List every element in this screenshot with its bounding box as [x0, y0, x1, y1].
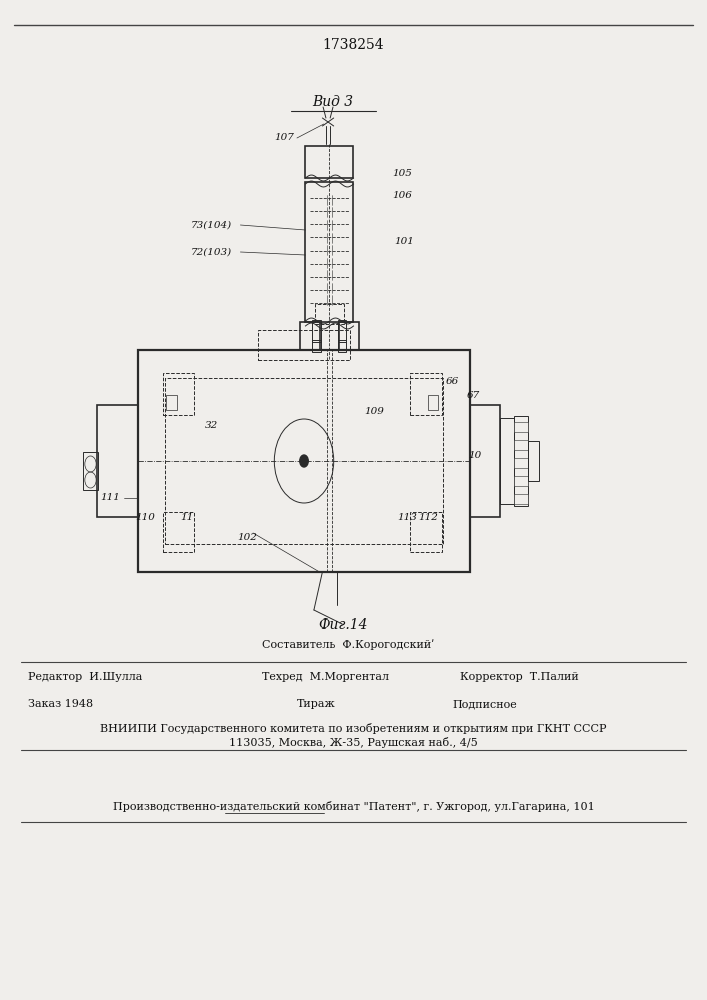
Text: Составитель  Ф.Корогодскийʹ: Составитель Ф.Корогодскийʹ	[262, 640, 434, 650]
Bar	[500, 418, 514, 504]
Text: 73(104): 73(104)	[191, 221, 232, 230]
Text: 102: 102	[238, 534, 257, 542]
Text: 106: 106	[392, 192, 412, 200]
Bar	[514, 494, 528, 504]
Text: 66: 66	[445, 377, 459, 386]
Text: Техред  М.Моргентал: Техред М.Моргентал	[262, 672, 389, 682]
Text: 107: 107	[274, 133, 294, 142]
Bar	[97, 405, 138, 517]
Text: Тираж: Тираж	[297, 699, 336, 709]
Text: 1738254: 1738254	[322, 38, 385, 52]
Text: 112: 112	[418, 514, 438, 522]
Bar	[339, 322, 359, 350]
Text: Редактор  И.Шулла: Редактор И.Шулла	[28, 672, 143, 682]
Bar	[528, 441, 539, 481]
Text: ВНИИПИ Государственного комитета по изобретениям и открытиям при ГКНТ СССР: ВНИИПИ Государственного комитета по изоб…	[100, 722, 607, 734]
Bar	[470, 405, 500, 517]
Bar	[305, 182, 354, 322]
Bar	[514, 440, 528, 450]
Bar	[165, 378, 443, 544]
Text: Производственно-издательский комбинат "Патент", г. Ужгород, ул.Гагарина, 101: Производственно-издательский комбинат "П…	[112, 800, 595, 812]
Text: Вид 3: Вид 3	[312, 95, 353, 109]
Bar	[338, 340, 346, 352]
Text: 113: 113	[397, 514, 417, 522]
Bar	[428, 395, 438, 410]
Text: Фиг.14: Фиг.14	[318, 618, 368, 632]
Bar	[514, 476, 528, 486]
Circle shape	[300, 455, 308, 467]
Text: 72(103): 72(103)	[191, 247, 232, 256]
Text: Корректор  Т.Палий: Корректор Т.Палий	[460, 672, 578, 682]
Bar	[410, 512, 442, 552]
Text: 101: 101	[395, 237, 414, 246]
Text: 32: 32	[205, 422, 218, 430]
Text: 105: 105	[392, 168, 412, 178]
Text: Заказ 1948: Заказ 1948	[28, 699, 93, 709]
Text: 67: 67	[467, 391, 480, 400]
Bar	[514, 422, 528, 432]
Text: 11: 11	[180, 514, 194, 522]
Bar	[258, 330, 350, 360]
Bar	[138, 350, 470, 572]
Text: 113035, Москва, Ж-35, Раушская наб., 4/5: 113035, Москва, Ж-35, Раушская наб., 4/5	[229, 736, 478, 748]
Text: 110: 110	[136, 514, 156, 522]
Bar	[514, 458, 528, 468]
Bar	[305, 146, 354, 178]
Text: 111: 111	[100, 493, 120, 502]
Bar	[300, 322, 320, 350]
Text: 10: 10	[468, 450, 481, 460]
Bar	[410, 373, 442, 415]
Bar	[83, 452, 98, 490]
Text: 109: 109	[364, 408, 384, 416]
Bar	[163, 512, 194, 552]
Bar	[312, 340, 321, 352]
Bar	[163, 373, 194, 415]
Bar	[338, 320, 346, 342]
Text: Подписное: Подписное	[452, 699, 518, 709]
Bar	[312, 320, 321, 342]
Bar	[514, 416, 528, 506]
Bar	[166, 395, 177, 410]
Bar	[315, 304, 344, 324]
